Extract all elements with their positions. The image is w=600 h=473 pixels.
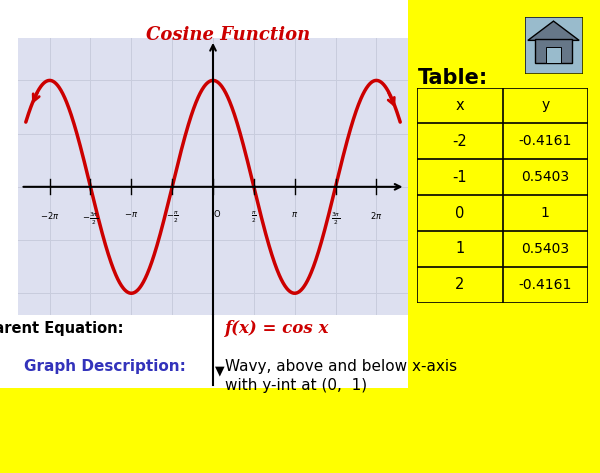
Text: $-\pi$: $-\pi$ — [124, 210, 139, 219]
Text: $-\frac{3\pi}{2}$: $-\frac{3\pi}{2}$ — [82, 210, 98, 227]
Bar — [417, 123, 588, 159]
Bar — [417, 88, 588, 123]
Text: -0.4161: -0.4161 — [518, 278, 572, 292]
Text: 0.5403: 0.5403 — [521, 242, 569, 256]
Text: $-\frac{\pi}{2}$: $-\frac{\pi}{2}$ — [166, 210, 179, 225]
Text: f(x) = cos x: f(x) = cos x — [225, 320, 329, 337]
Text: ▼: ▼ — [215, 365, 224, 378]
Bar — [546, 47, 561, 63]
Text: -2: -2 — [452, 134, 467, 149]
Text: 1: 1 — [541, 206, 550, 220]
Text: Graph Description:: Graph Description: — [24, 359, 186, 374]
Text: $\frac{\pi}{2}$: $\frac{\pi}{2}$ — [251, 210, 257, 225]
Text: $2\pi$: $2\pi$ — [370, 210, 383, 221]
Text: Wavy, above and below x-axis: Wavy, above and below x-axis — [225, 359, 457, 374]
Text: Parent Equation:: Parent Equation: — [0, 321, 124, 336]
Bar — [417, 231, 588, 267]
Text: 0.5403: 0.5403 — [521, 170, 569, 184]
Bar — [417, 195, 588, 231]
Text: $-2\pi$: $-2\pi$ — [40, 210, 59, 221]
Text: 2: 2 — [455, 277, 464, 292]
Bar — [535, 39, 572, 63]
Text: Table:: Table: — [418, 68, 488, 88]
Text: Cosine Function: Cosine Function — [146, 26, 310, 44]
Text: -0.4161: -0.4161 — [518, 134, 572, 149]
Text: $\frac{3\pi}{2}$: $\frac{3\pi}{2}$ — [331, 210, 340, 227]
Text: 0: 0 — [455, 206, 464, 220]
Text: 1: 1 — [455, 241, 464, 256]
Text: with y-int at (0,  1): with y-int at (0, 1) — [225, 378, 367, 393]
Text: y: y — [541, 98, 550, 113]
Text: O: O — [214, 210, 220, 219]
Text: x: x — [455, 98, 464, 113]
Bar — [417, 159, 588, 195]
Text: $\pi$: $\pi$ — [291, 210, 298, 219]
Text: -1: -1 — [452, 170, 467, 184]
Polygon shape — [528, 21, 579, 40]
Bar — [417, 267, 588, 303]
